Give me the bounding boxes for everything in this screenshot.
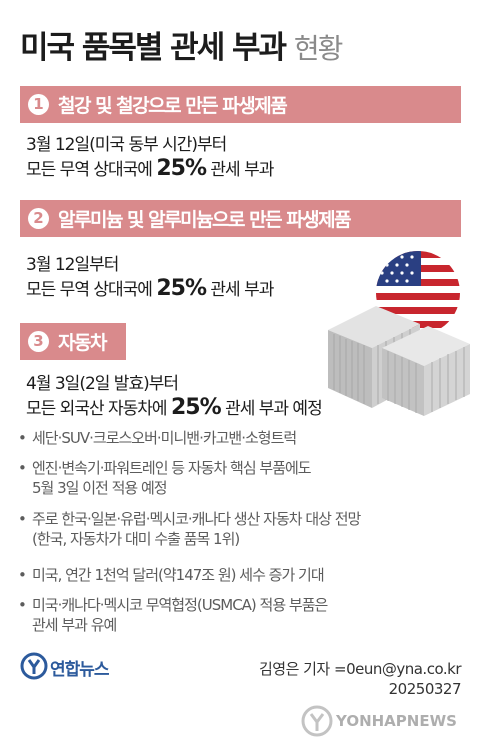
bullet-marker: • <box>18 566 27 584</box>
yonhap-watermark: YONHAPNEWS <box>298 700 474 742</box>
section-3-number: 3 <box>28 331 49 352</box>
section-1-label: 철강 및 철강으로 만든 파생제품 <box>58 95 288 117</box>
section-3-label: 자동차 <box>58 332 107 354</box>
bullet-item: • 세단·SUV·크로스오버·미니밴·카고밴·소형트럭 <box>18 428 297 448</box>
bullet-item: • 미국, 연간 1천억 달러(약147조 원) 세수 증가 기대 <box>18 565 325 585</box>
bullet-text: 미국, 연간 1천억 달러(약147조 원) 세수 증가 기대 <box>32 566 325 584</box>
bullet-item: • 엔진·변속기·파워트레인 등 자동차 핵심 부품에도 5월 3일 이전 적용 … <box>18 458 312 498</box>
section-3-line2: 모든 외국산 자동차에 25% 관세 부과 예정 <box>26 394 323 420</box>
section-2-line2: 모든 무역 상대국에 25% 관세 부과 <box>26 275 274 301</box>
section-1-header: 1 철강 및 철강으로 만든 파생제품 <box>20 86 461 123</box>
bullet-text: 엔진·변속기·파워트레인 등 자동차 핵심 부품에도 <box>32 459 312 477</box>
bullet-text: 주로 한국·일본·유럽·멕시코·캐나다 생산 자동차 대상 전망 <box>32 510 361 528</box>
section-1-rate: 25% <box>156 156 207 181</box>
bullet-text: 5월 3일 이전 적용 예정 <box>32 479 168 497</box>
section-1-line2-prefix: 모든 무역 상대국에 <box>26 160 153 180</box>
title-main: 미국 품목별 관세 부과 <box>20 30 287 66</box>
section-2-number: 2 <box>28 208 49 229</box>
section-3-line1: 4월 3일(2일 발효)부터 <box>26 374 179 394</box>
section-3-line2-suffix: 관세 부과 예정 <box>225 399 323 419</box>
watermark-text: YONHAPNEWS <box>336 712 457 730</box>
section-1-number: 1 <box>28 94 49 115</box>
container-right <box>382 326 470 416</box>
bullet-text: 세단·SUV·크로스오버·미니밴·카고밴·소형트럭 <box>32 429 297 447</box>
section-3-line2-prefix: 모든 외국산 자동차에 <box>26 399 168 419</box>
section-2-line2-prefix: 모든 무역 상대국에 <box>26 280 153 300</box>
bullet-text: 미국·캐나다·멕시코 무역협정(USMCA) 적용 부품은 <box>32 596 328 614</box>
section-1-line2-suffix: 관세 부과 <box>210 160 274 180</box>
section-1-line2: 모든 무역 상대국에 25% 관세 부과 <box>26 155 274 181</box>
section-2-label: 알루미늄 및 알루미늄으로 만든 파생제품 <box>58 209 352 231</box>
bullet-marker: • <box>18 459 27 477</box>
reporter-credit: 김영은 기자 =0eun@yna.co.kr <box>258 660 462 678</box>
section-2-line2-suffix: 관세 부과 <box>210 280 274 300</box>
watermark-logo-icon <box>301 705 333 737</box>
bullet-text: (한국, 자동차가 대미 수출 품목 1위) <box>32 530 240 548</box>
section-2-header: 2 알루미늄 및 알루미늄으로 만든 파생제품 <box>20 200 461 237</box>
page-title: 미국 품목별 관세 부과 현황 <box>20 22 344 67</box>
logo-text: 연합뉴스 <box>50 660 110 680</box>
bullet-item: • 미국·캐나다·멕시코 무역협정(USMCA) 적용 부품은 관세 부과 유예 <box>18 595 328 635</box>
bullet-item: • 주로 한국·일본·유럽·멕시코·캐나다 생산 자동차 대상 전망 (한국, 자… <box>18 509 361 549</box>
bullet-marker: • <box>18 596 27 614</box>
yonhap-logo-icon <box>20 652 48 680</box>
section-1-line1: 3월 12일(미국 동부 시간)부터 <box>26 135 227 155</box>
title-sub: 현황 <box>293 32 344 65</box>
bullet-marker: • <box>18 429 27 447</box>
section-2-rate: 25% <box>156 276 207 301</box>
yonhap-logo: 연합뉴스 <box>20 652 140 682</box>
section-3-header: 3 자동차 <box>20 323 126 360</box>
publish-date: 20250327 <box>388 680 462 698</box>
section-2-line1: 3월 12일부터 <box>26 255 119 275</box>
bullet-marker: • <box>18 510 27 528</box>
section-3-rate: 25% <box>170 395 222 420</box>
bullet-text: 관세 부과 유예 <box>32 616 117 634</box>
flag-containers-illustration <box>328 251 470 416</box>
